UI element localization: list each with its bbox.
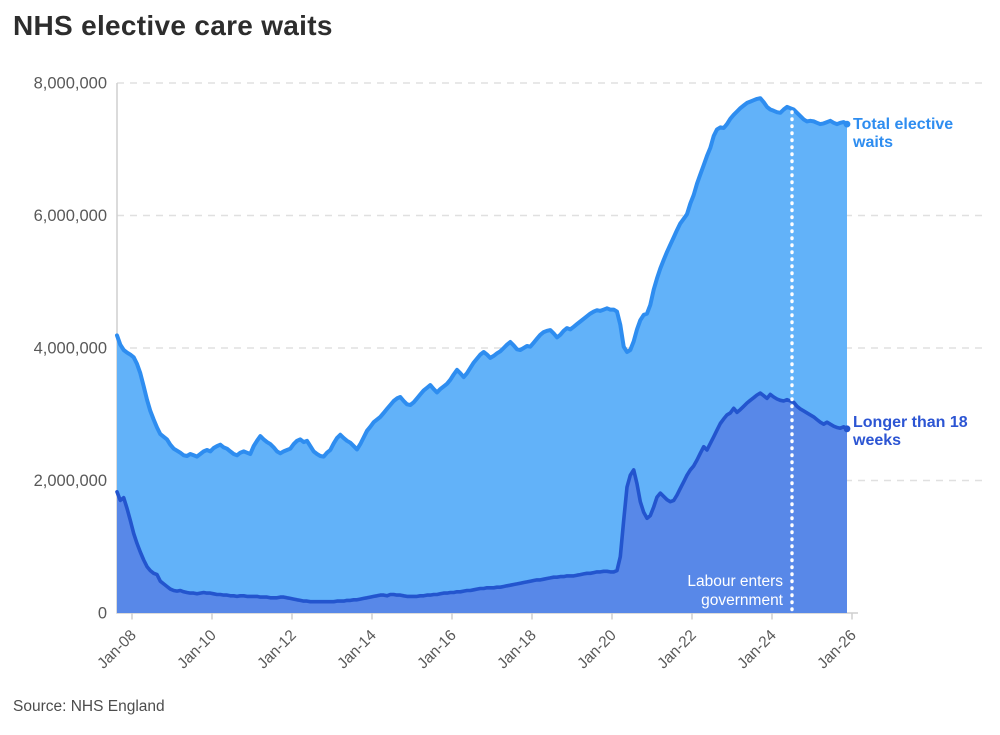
- x-tick-label: Jan-14: [334, 627, 380, 673]
- x-tick-label: Jan-24: [734, 627, 780, 673]
- event-annotation-line2: government: [701, 592, 784, 609]
- y-axis-tick-labels: 0 2,000,000 4,000,000 6,000,000 8,000,000: [34, 75, 107, 623]
- y-tick-label: 6,000,000: [34, 207, 107, 225]
- y-tick-label: 8,000,000: [34, 75, 107, 93]
- event-annotation-line1: Labour enters: [687, 573, 783, 590]
- series-endpoint-dots: [843, 120, 851, 433]
- y-tick-label: 4,000,000: [34, 340, 107, 358]
- endpoint-dot-breach: [843, 425, 851, 433]
- line-total-elective: [115, 96, 849, 459]
- series-label-breach-line2: weeks: [852, 432, 901, 449]
- x-tick-label: Jan-08: [94, 627, 140, 673]
- x-tick-label: Jan-20: [574, 627, 620, 673]
- series-label-total-line2: waits: [852, 134, 893, 151]
- line-longer-18-weeks: [115, 391, 849, 604]
- series-label-breach-line1: Longer than 18: [853, 414, 968, 431]
- endpoint-dot-total: [843, 120, 851, 128]
- x-tick-label: Jan-26: [814, 627, 860, 673]
- chart-title: NHS elective care waits: [13, 10, 333, 41]
- y-tick-label: 0: [98, 605, 107, 623]
- y-tick-label: 2,000,000: [34, 472, 107, 490]
- series-lines: [115, 96, 849, 604]
- x-axis-tick-labels: Jan-08 Jan-10 Jan-12 Jan-14 Jan-16 Jan-18 Jan-…: [94, 627, 860, 673]
- x-tick-label: Jan-16: [414, 627, 460, 673]
- x-tick-label: Jan-22: [654, 627, 700, 673]
- x-tick-label: Jan-12: [254, 627, 300, 673]
- source-credit: Source: NHS England: [13, 698, 165, 715]
- series-label-total-line1: Total elective: [853, 116, 953, 133]
- x-tick-label: Jan-10: [174, 627, 220, 673]
- area-longer-18-weeks: [117, 393, 847, 613]
- x-tick-label: Jan-18: [494, 627, 540, 673]
